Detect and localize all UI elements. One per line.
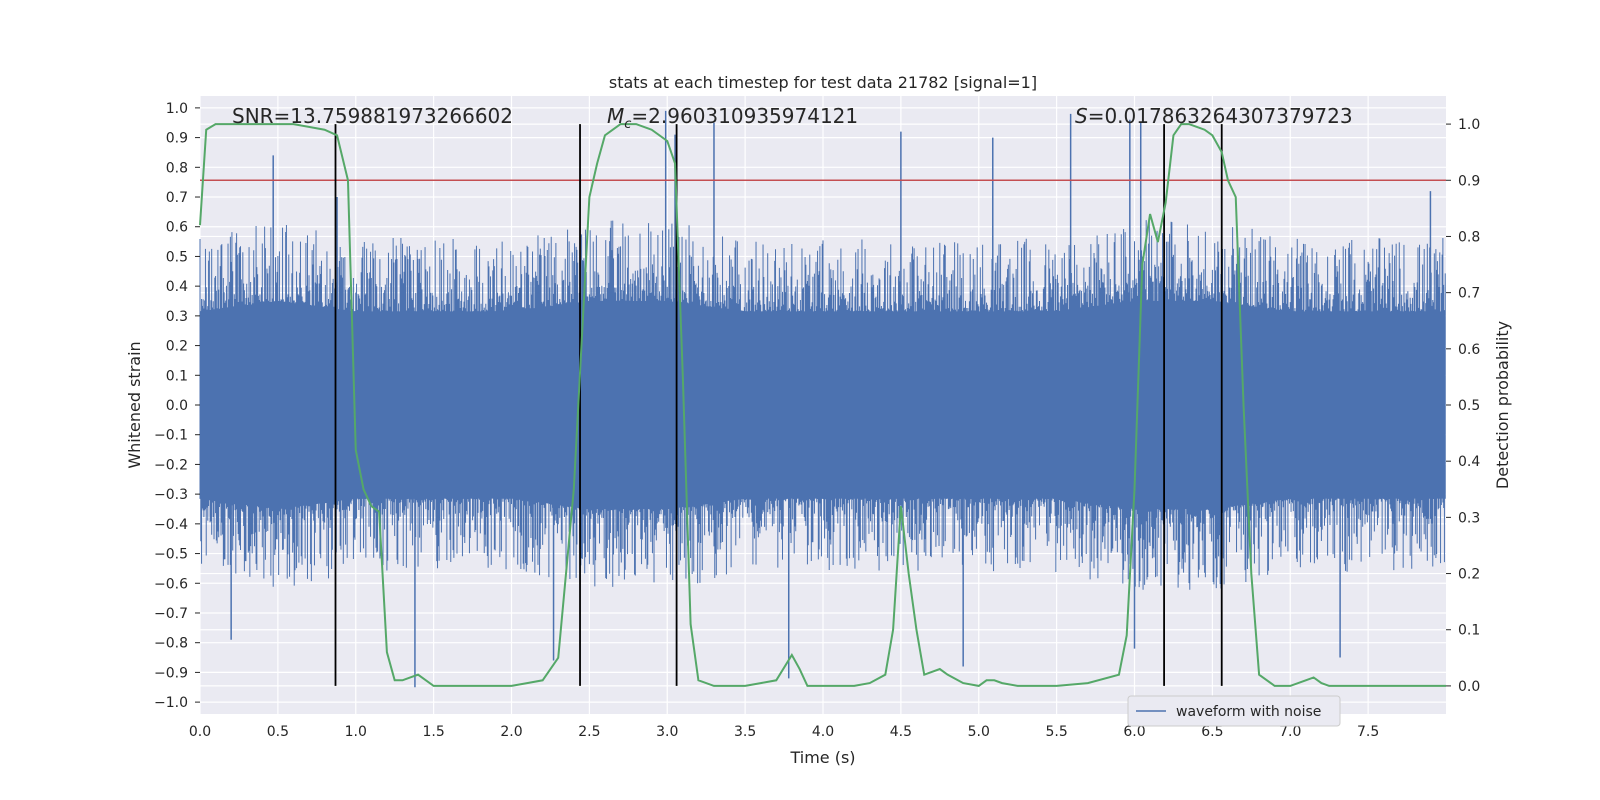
y-tick-label: 0.7 [166,190,188,206]
legend-box [1127,695,1341,727]
x-tick-label: 1.0 [345,724,367,740]
y-tick-label: −0.9 [154,665,188,681]
y-tick-label: −0.2 [154,457,188,473]
x-tick-label: 6.0 [1123,724,1145,740]
y2-tick-label: 0.5 [1458,398,1480,414]
legend: waveform with noise [1127,695,1341,727]
y2-tick-label: 0.4 [1458,454,1480,470]
y-tick-label: 0.2 [166,339,188,355]
chirp-mass-value: =2.960310935974121 [631,104,858,128]
y2-tick-label: 0.3 [1458,510,1480,526]
chart-title: stats at each timestep for test data 217… [609,73,1037,92]
y-tick-label: 0.6 [166,220,188,236]
y-tick-label: 0.9 [166,131,188,147]
y-tick-label: 0.8 [166,160,188,176]
y2-tick-label: 0.0 [1458,679,1480,695]
x-tick-label: 0.5 [267,724,289,740]
waveform-series [199,110,1446,688]
y-tick-label: −0.4 [154,517,188,533]
x-tick-label: 3.5 [734,724,756,740]
y-tick-label: −1.0 [154,695,188,711]
y2-tick-label: 0.9 [1458,173,1480,189]
y2-tick-label: 0.2 [1458,567,1480,583]
detection-probability-line [199,123,1446,687]
x-tick-label: 0.0 [189,724,211,740]
y-tick-label: −0.6 [154,576,188,592]
waveform-line [199,220,1446,590]
y-tick-label: −0.1 [154,428,188,444]
y-tick-label: −0.5 [154,547,188,563]
y-tick-label: 0.1 [166,368,188,384]
y-tick-label: 0.0 [166,398,188,414]
x-tick-label: 2.5 [578,724,600,740]
x-tick-label: 7.5 [1357,724,1379,740]
probability-series [199,123,1446,687]
x-tick-label: 7.0 [1279,724,1301,740]
x-tick-label: 3.0 [656,724,678,740]
chirp-mass-symbol: M [607,104,624,128]
x-tick-label: 2.0 [500,724,522,740]
y-axis-label: Whitened strain [125,341,144,468]
x-tick-label: 4.5 [890,724,912,740]
y-tick-label: 0.5 [166,249,188,265]
y-tick-label: 1.0 [166,101,188,117]
x-tick-label: 5.5 [1045,724,1067,740]
x-tick-label: 6.5 [1201,724,1223,740]
y-tick-label: 0.3 [166,309,188,325]
axes: 0.0 0.5 1.0 1.5 2.0 2.5 3.0 3.5 4.0 4.5 5.0 5.5 6.0 6… [154,101,1480,740]
snr-annotation: SNR=13.759881973266602 [232,104,513,128]
s-symbol: S [1075,104,1088,128]
y2-tick-label: 0.1 [1458,623,1480,639]
y2-tick-label: 0.6 [1458,342,1480,358]
legend-label: waveform with noise [1176,704,1321,720]
chirp-mass-annotation: Mc=2.960310935974121 [607,104,858,132]
x-tick-label: 5.0 [968,724,990,740]
y-tick-label: −0.3 [154,487,188,503]
y-tick-label: −0.8 [154,636,188,652]
y2-tick-label: 1.0 [1458,117,1480,133]
y2-axis-label: Detection probability [1493,321,1512,489]
x-axis-label: Time (s) [789,748,855,767]
s-value: =0.017863264307379723 [1088,104,1353,128]
x-tick-label: 1.5 [422,724,444,740]
y2-tick-label: 0.8 [1458,229,1480,245]
y-tick-label: −0.7 [154,606,188,622]
y-tick-label: 0.4 [166,279,188,295]
s-annotation: S=0.017863264307379723 [1075,104,1353,128]
chirp-mass-subscript: c [624,117,631,132]
y2-tick-label: 0.7 [1458,286,1480,302]
x-tick-label: 4.0 [812,724,834,740]
